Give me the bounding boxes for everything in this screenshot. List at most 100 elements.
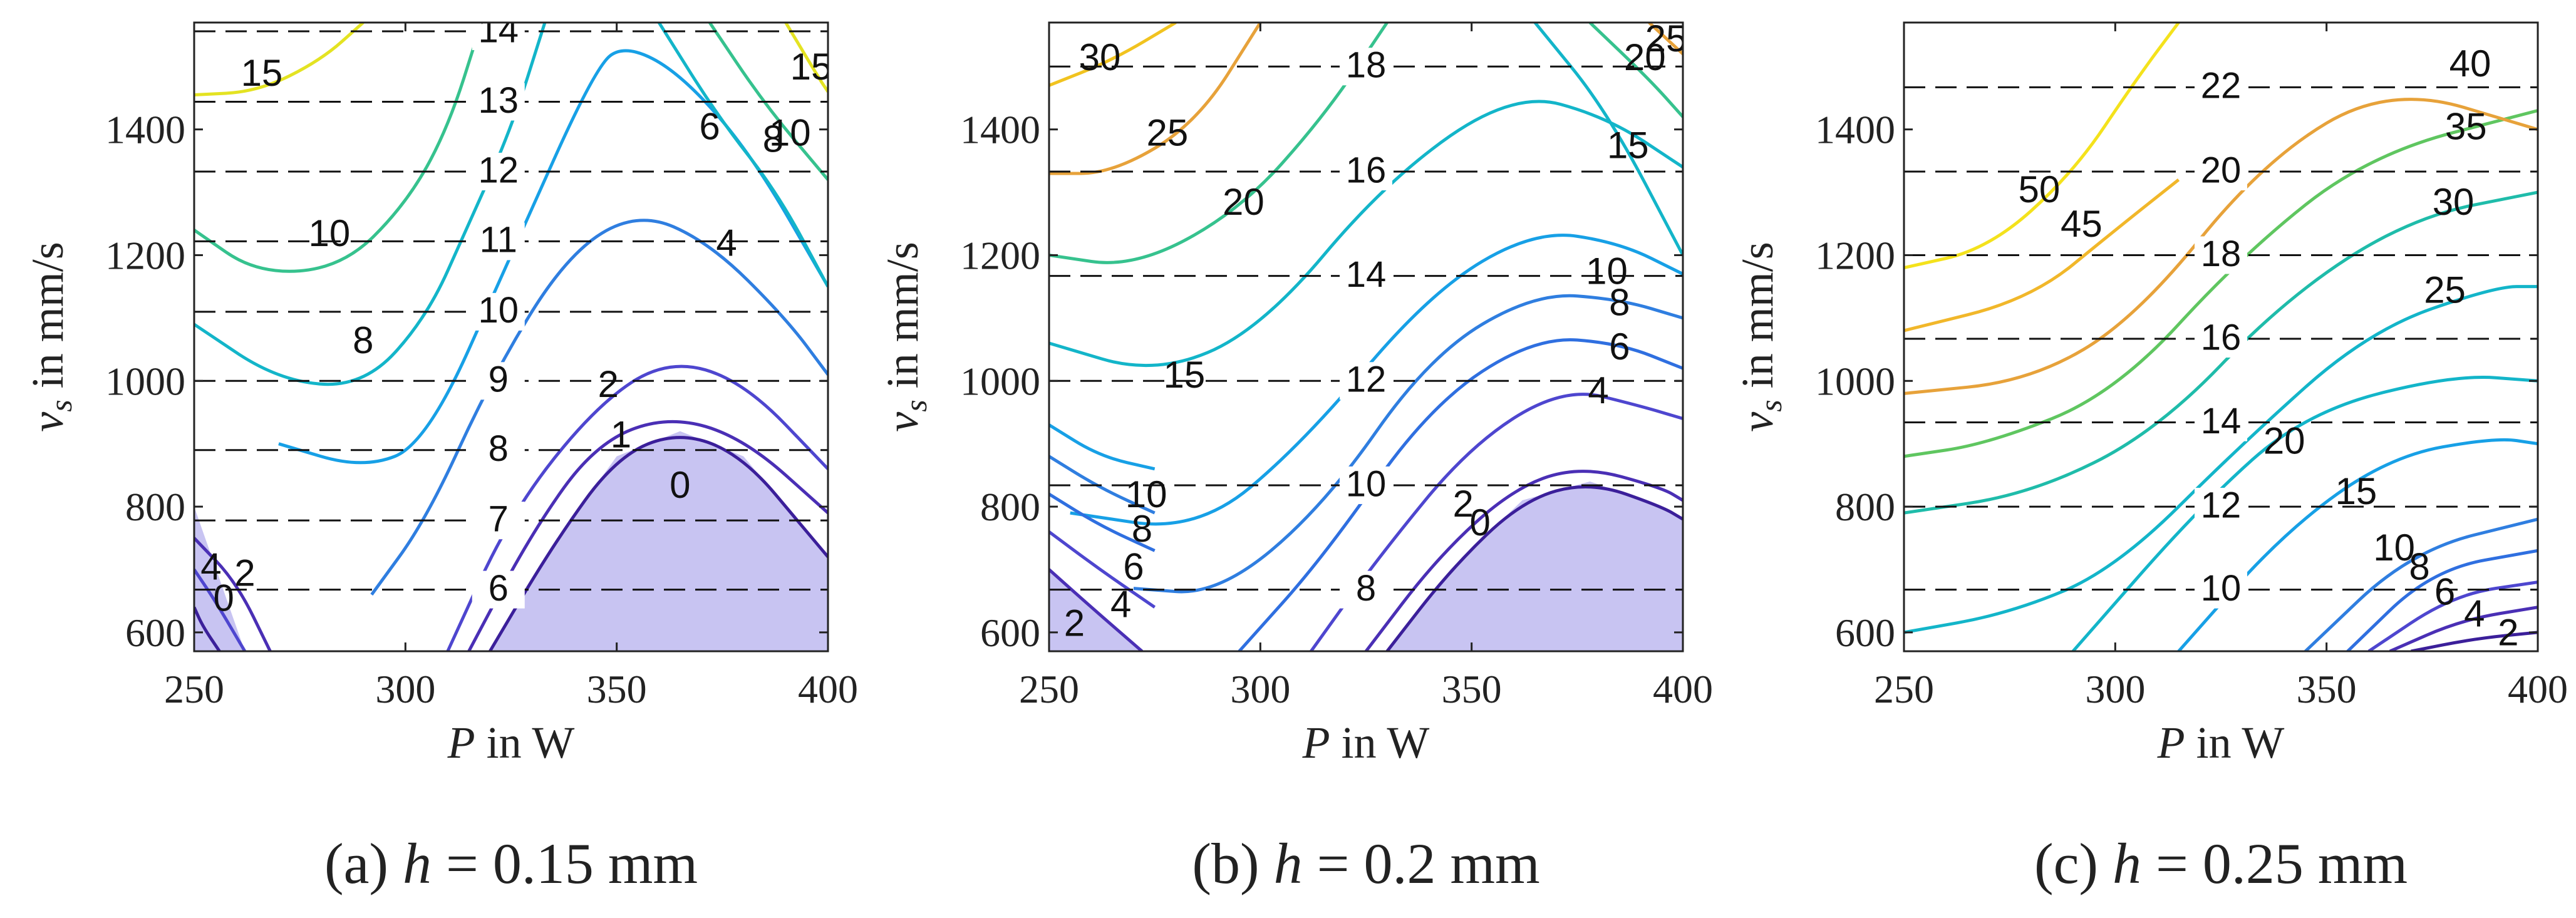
contour-line-20 [2071, 376, 2538, 651]
y-axis-label-sub: s [1753, 400, 1788, 411]
contour-label: 0 [1469, 502, 1490, 544]
contour-label: 10 [2373, 527, 2415, 569]
dashed-line-label-bg [2195, 68, 2247, 106]
y-axis-label: vs in mm/s [23, 242, 78, 431]
y-axis-label-sub: s [898, 400, 933, 411]
contour-line-10 [194, 23, 484, 273]
contour-label: 8 [1609, 282, 1630, 324]
contour-line-15 [2177, 438, 2538, 651]
x-tick-label: 400 [1653, 667, 1713, 711]
dashed-line-label-bg [472, 83, 525, 121]
contour-label: 10 [769, 112, 811, 154]
axes-frame [1048, 21, 1684, 652]
contour-line-35 [1904, 109, 2538, 458]
contour-line-4 [2389, 606, 2538, 651]
x-tick-label: 350 [1442, 667, 1502, 711]
y-tick-label: 600 [125, 611, 185, 655]
dashed-line-label: 8 [489, 428, 509, 469]
contour-line-2 [1365, 470, 1683, 651]
contour-line-8L [1049, 455, 1156, 515]
contour-line-6 [2367, 580, 2538, 651]
caption-value: = 0.25 mm [2156, 832, 2408, 895]
contour-label: 25 [1645, 18, 1687, 59]
contour-line-25R [1648, 23, 1683, 56]
dashed-line-label: 12 [478, 150, 519, 190]
contour-label: 0 [214, 577, 234, 619]
contour-label: 50 [2019, 168, 2061, 210]
dashed-line-label-bg [472, 570, 525, 609]
contour-line-8R [658, 23, 828, 287]
contour-label: 2 [1064, 602, 1085, 644]
dashed-line-label-bg [1340, 152, 1392, 190]
contour-line-15 [1049, 100, 1683, 368]
contour-label: 6 [1123, 545, 1144, 587]
dashed-line-label-bg [2195, 403, 2247, 441]
contour-label: 2 [1452, 483, 1473, 525]
contour-label: 0 [670, 464, 690, 506]
caption-value: = 0.15 mm [446, 832, 698, 895]
y-tick-label: 1000 [1815, 359, 1895, 403]
contour-line-0 [1385, 485, 1683, 651]
contour-line-6 [1238, 338, 1683, 651]
contour-line-4L [194, 569, 247, 651]
panel-caption: (a) h = 0.15 mm [324, 832, 698, 895]
contour-line-15R [784, 23, 828, 93]
dashed-line-label-bg [1340, 466, 1392, 504]
contour-label: 4 [2464, 593, 2485, 635]
y-axis-label-sub: s [43, 400, 78, 411]
contour-line-20R [1588, 23, 1683, 118]
dashed-line-label: 12 [1346, 359, 1387, 400]
dashed-line-label-bg [1340, 257, 1392, 295]
dashed-line-label: 18 [2201, 234, 2242, 274]
contour-label: 2 [2498, 612, 2518, 654]
contour-label: 30 [1079, 36, 1121, 78]
contour-label: 8 [353, 319, 373, 361]
x-tick-label: 350 [587, 667, 647, 711]
contour-label: 35 [2445, 106, 2487, 148]
panel-b: 0246810152025301520251086428101214161825… [877, 18, 1713, 895]
caption-prefix: (a) [324, 832, 388, 895]
x-axis-label-unit: in W [2196, 718, 2285, 768]
contour-line-6 [278, 49, 828, 465]
contour-line-4 [370, 219, 828, 596]
contour-line-0 [489, 436, 828, 651]
contour-line-4L [1049, 530, 1156, 609]
x-tick-label: 250 [1019, 667, 1079, 711]
contour-line-1 [467, 420, 828, 651]
infeasible-region [1387, 481, 1683, 651]
dashed-line-label-bg [472, 362, 525, 400]
contour-line-30 [1904, 190, 2538, 515]
contour-line-50 [1904, 23, 2180, 269]
dashed-line-label: 16 [1346, 150, 1387, 190]
contour-line-15 [194, 23, 365, 96]
contour-line-10 [2304, 517, 2538, 651]
caption-var: h [1274, 832, 1303, 895]
dashed-line-label-bg [1340, 362, 1392, 400]
caption-prefix: (c) [2034, 832, 2098, 895]
dashed-line-label: 14 [1346, 254, 1387, 295]
dashed-line-label-bg [472, 431, 525, 469]
x-tick-label: 300 [375, 667, 435, 711]
y-tick-label: 1400 [105, 108, 185, 152]
dashed-line-label-bg [2195, 236, 2247, 274]
y-axis-label-unit: in mm/s [23, 242, 73, 388]
y-tick-label: 1000 [105, 359, 185, 403]
contour-label: 20 [1624, 36, 1666, 78]
dashed-line-label: 10 [1346, 463, 1387, 504]
y-tick-label: 800 [125, 485, 185, 529]
x-axis-label: P in W [2157, 718, 2285, 768]
dashed-line-label: 14 [478, 9, 519, 50]
contour-label: 2 [234, 552, 255, 594]
contour-label: 2 [597, 363, 618, 405]
x-axis-label: P in W [447, 718, 575, 768]
dashed-line-label: 10 [2201, 568, 2242, 609]
panel-caption: (b) h = 0.2 mm [1192, 832, 1539, 895]
y-axis-label-space [23, 388, 73, 400]
y-tick-label: 800 [980, 485, 1040, 529]
contour-label: 4 [1588, 369, 1608, 411]
contour-line-2L [194, 537, 272, 651]
y-axis-label-unit: in mm/s [1732, 242, 1782, 388]
caption-space [432, 832, 446, 895]
